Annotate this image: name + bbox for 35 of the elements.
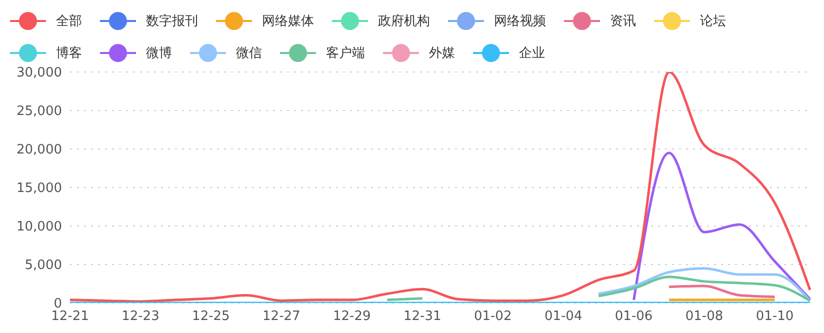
x-tick-label: 12-23 <box>122 309 160 324</box>
x-tick-label: 12-21 <box>51 309 89 324</box>
x-tick-label: 12-29 <box>333 309 371 324</box>
legend-label: 政府机构 <box>378 13 430 30</box>
legend-label: 论坛 <box>700 13 726 30</box>
legend-label: 网络视频 <box>494 13 546 30</box>
line-series <box>68 72 812 303</box>
legend-label: 全部 <box>56 13 82 30</box>
legend-label: 外媒 <box>429 45 455 62</box>
y-tick-label: 10,000 <box>16 220 62 235</box>
legend-label: 企业 <box>519 45 545 62</box>
y-tick-label: 20,000 <box>16 142 62 158</box>
x-tick-label: 12-31 <box>403 309 442 324</box>
x-tick-label: 01-02 <box>474 309 512 324</box>
y-tick-label: 15,000 <box>16 181 62 196</box>
legend-label: 博客 <box>56 45 82 62</box>
x-tick-label: 12-27 <box>262 309 300 324</box>
legend-label: 客户端 <box>326 45 365 62</box>
x-tick-label: 01-08 <box>685 309 724 324</box>
line-series <box>597 267 812 302</box>
legend-label: 微信 <box>236 45 262 62</box>
legend-label: 网络媒体 <box>262 13 314 30</box>
y-tick-label: 5,000 <box>24 258 62 274</box>
y-tick-label: 25,000 <box>16 104 62 120</box>
x-tick-label: 01-04 <box>544 309 582 324</box>
legend-label: 数字报刊 <box>146 13 198 30</box>
legend-label: 资讯 <box>610 13 636 30</box>
x-tick-label: 12-25 <box>192 309 230 324</box>
x-tick-label: 01-10 <box>756 309 794 324</box>
line-series <box>632 152 812 302</box>
x-tick-label: 01-06 <box>614 309 653 324</box>
y-tick-label: 30,000 <box>16 66 62 81</box>
legend-label: 微博 <box>146 45 172 62</box>
y-tick-label: 0 <box>54 296 62 312</box>
line-series <box>668 284 776 298</box>
